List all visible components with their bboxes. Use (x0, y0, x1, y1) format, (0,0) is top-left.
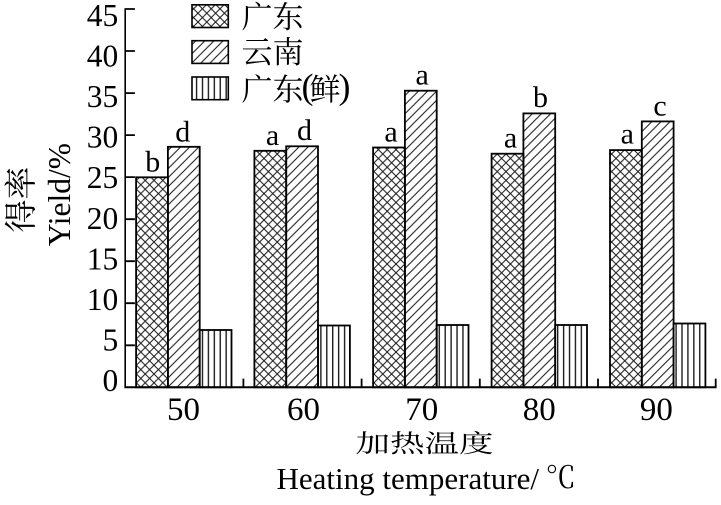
svg-text:50: 50 (167, 392, 200, 428)
svg-text:Yield/%: Yield/% (42, 143, 77, 246)
svg-text:d: d (297, 114, 312, 147)
svg-text:b: b (145, 146, 160, 179)
svg-text:40: 40 (87, 38, 119, 73)
svg-text:10: 10 (87, 282, 119, 317)
svg-text:a: a (384, 116, 397, 149)
svg-text:a: a (504, 122, 517, 155)
svg-text:30: 30 (87, 120, 119, 155)
svg-text:b: b (533, 81, 548, 114)
svg-text:c: c (653, 90, 666, 123)
svg-text:45: 45 (87, 0, 119, 33)
svg-text:a: a (266, 119, 279, 152)
svg-text:70: 70 (405, 392, 438, 428)
svg-text:20: 20 (87, 201, 119, 236)
svg-text:0: 0 (103, 363, 119, 398)
svg-text:Heating temperature/: Heating temperature/ (277, 461, 540, 496)
svg-text:15: 15 (87, 241, 119, 276)
svg-text:60: 60 (287, 392, 320, 428)
svg-text:d: d (175, 115, 190, 148)
svg-text:a: a (621, 118, 634, 151)
svg-text:90: 90 (640, 392, 673, 428)
svg-text:(: ( (302, 67, 314, 107)
svg-text:): ) (339, 67, 351, 107)
svg-text:5: 5 (103, 323, 119, 358)
svg-text:25: 25 (87, 160, 119, 195)
svg-text:80: 80 (523, 392, 556, 428)
svg-text:35: 35 (87, 79, 119, 114)
svg-text:a: a (416, 58, 429, 91)
